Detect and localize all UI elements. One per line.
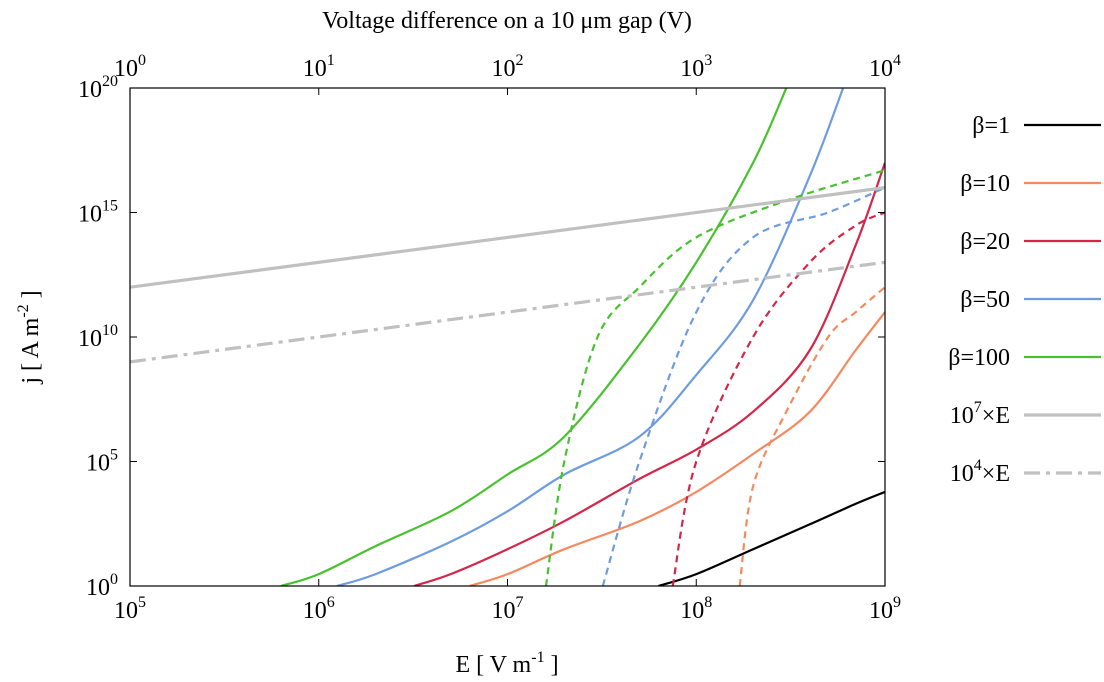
series-line-7 xyxy=(601,186,885,586)
legend-label-6: 104×E xyxy=(950,457,1010,487)
series-line-9 xyxy=(130,186,885,289)
legend-label-1: β=10 xyxy=(960,171,1010,197)
x-tick-label: 107 xyxy=(492,594,524,624)
top-tick-label: 102 xyxy=(492,52,524,82)
series-line-2 xyxy=(413,162,885,586)
top-tick-label: 101 xyxy=(303,52,335,82)
y-tick-label: 1015 xyxy=(78,198,118,228)
series-line-1 xyxy=(469,311,885,586)
x-tick-label: 105 xyxy=(114,594,146,624)
legend-label-4: β=100 xyxy=(948,345,1010,371)
series-line-6 xyxy=(671,211,885,586)
x-tick-label: 109 xyxy=(869,594,901,624)
legend-label-5: 107×E xyxy=(950,399,1010,429)
series-line-4 xyxy=(280,88,788,586)
series-line-10 xyxy=(130,260,885,364)
series-line-3 xyxy=(336,88,845,586)
x-tick-label: 108 xyxy=(680,594,712,624)
legend: β=1 β=10 β=20 β=50 β=100 107×E 104×E xyxy=(948,113,1101,487)
y-tick-label: 100 xyxy=(86,571,118,601)
series-line-5 xyxy=(738,286,885,586)
legend-label-2: β=20 xyxy=(960,229,1010,255)
top-tick-label: 103 xyxy=(680,52,712,82)
y-tick-label: 105 xyxy=(86,447,118,477)
top-tick-label: 104 xyxy=(869,52,901,82)
y-tick-label: 1010 xyxy=(78,322,118,352)
top-axis-title: Voltage difference on a 10 μm gap (V) xyxy=(322,8,692,34)
x-tick-label: 106 xyxy=(303,594,335,624)
y-axis-title: j [ A m-2 ] xyxy=(15,290,44,384)
legend-label-0: β=1 xyxy=(972,113,1010,139)
top-tick-label: 100 xyxy=(114,52,146,82)
y-tick-label: 1020 xyxy=(78,73,118,103)
series-line-0 xyxy=(658,490,885,586)
series-layer xyxy=(130,88,885,586)
x-axis-title: E [ V m-1 ] xyxy=(455,649,558,678)
legend-label-3: β=50 xyxy=(960,287,1010,313)
